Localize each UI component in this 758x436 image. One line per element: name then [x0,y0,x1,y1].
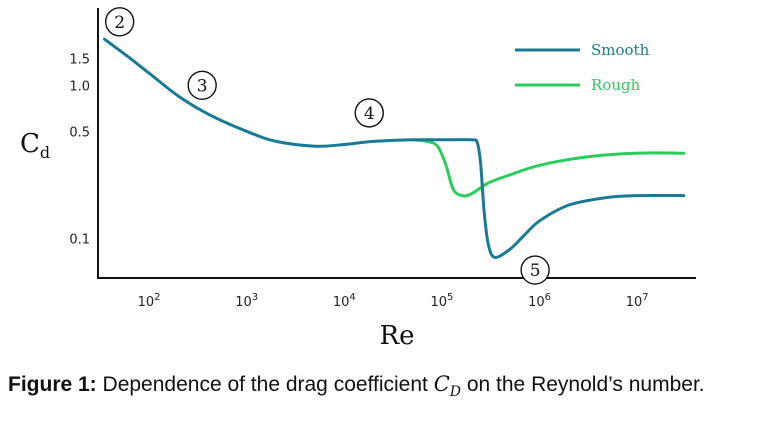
x-axis-title: Re [380,321,415,351]
region-number: 5 [530,261,541,281]
region-annotation-2: 2 [104,7,135,37]
caption-math-main: C [433,372,450,396]
region-annotation-3: 3 [187,70,217,100]
x-tick-label-0: 102 [138,292,161,310]
y-tick-label-2: 1.0 [69,79,90,94]
axes [97,8,696,279]
y-tick-label-0: 0.1 [69,232,90,247]
caption-label: Figure 1: [8,373,97,396]
y-axis-title: Cd [20,129,50,162]
y-axis-title-main: C [20,129,40,159]
region-circle [354,98,384,128]
caption-text-after: on the Reynold’s number. [461,373,705,396]
legend-label-smooth: Smooth [591,41,650,59]
series-lines [103,37,686,259]
region-circle [104,7,135,37]
region-annotation-5: 5 [520,255,550,285]
y-axis-title-sub: d [40,143,50,162]
x-tick-label-5: 107 [626,292,649,310]
region-number: 2 [114,13,125,33]
caption-math: CD [433,372,461,400]
y-tick-labels: 0.1 0.5 1.0 1.5 [69,52,90,247]
series-line-smooth [103,37,686,259]
region-circle [520,255,550,285]
y-tick-label-3: 1.5 [69,52,90,67]
legend: Smooth Rough [515,41,650,94]
figure-caption: Figure 1: Dependence of the drag coeffic… [8,368,753,409]
region-number: 4 [364,104,375,124]
caption-text-before: Dependence of the drag coefficient [96,373,434,396]
caption-math-sub: D [449,384,462,401]
region-annotation-4: 4 [354,98,384,128]
drag-coefficient-chart: 0.1 0.5 1.0 1.5 102 103 104 105 106 107 2 3 4 5 Smo… [20,7,696,351]
region-number: 3 [197,76,208,96]
x-tick-labels: 102 103 104 105 106 107 [138,292,649,310]
x-tick-label-3: 105 [430,292,453,310]
region-annotations: 2 3 4 5 [104,7,550,285]
x-tick-label-4: 106 [528,292,551,310]
x-tick-label-1: 103 [235,292,258,310]
legend-label-rough: Rough [591,76,641,94]
y-tick-label-1: 0.5 [69,125,90,140]
series-line-rough [411,138,686,198]
region-circle [187,70,217,100]
x-tick-label-2: 104 [333,292,356,310]
